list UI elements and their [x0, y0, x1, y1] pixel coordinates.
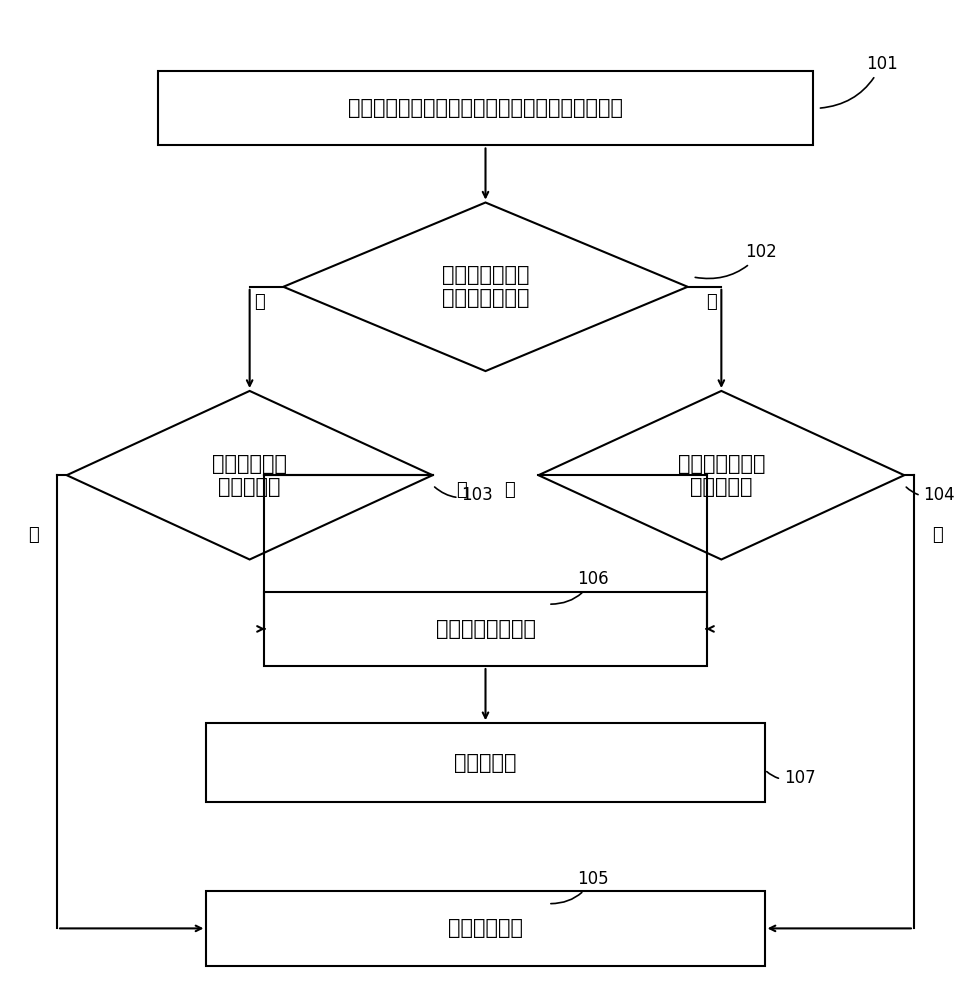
Text: 否: 否 — [27, 526, 39, 544]
Bar — [158, 71, 813, 145]
Bar — [264, 592, 707, 666]
Text: 106: 106 — [551, 570, 609, 604]
Polygon shape — [67, 391, 432, 560]
Polygon shape — [284, 202, 687, 371]
Text: 107: 107 — [767, 769, 816, 787]
Text: 102: 102 — [695, 243, 777, 279]
Text: 是: 是 — [253, 293, 265, 311]
Text: 生成序列图: 生成序列图 — [454, 753, 517, 773]
Polygon shape — [539, 391, 904, 560]
Text: 104: 104 — [906, 486, 955, 504]
Text: 否: 否 — [932, 526, 944, 544]
Text: 105: 105 — [551, 870, 609, 904]
Text: 进行人物资源
合法性判断: 进行人物资源 合法性判断 — [212, 454, 287, 497]
Text: 对资源进行重命名: 对资源进行重命名 — [436, 619, 535, 639]
Text: 103: 103 — [435, 486, 493, 504]
Text: 101: 101 — [820, 55, 897, 108]
Text: 否: 否 — [706, 293, 718, 311]
Bar — [206, 891, 765, 966]
Text: 是: 是 — [456, 481, 467, 499]
Text: 提示非法信息: 提示非法信息 — [448, 918, 523, 938]
Bar — [206, 723, 765, 802]
Text: 进行非人物资源
合法性判断: 进行非人物资源 合法性判断 — [678, 454, 765, 497]
Text: 获取待生成序列图的资源的类型及资源所在的目录: 获取待生成序列图的资源的类型及资源所在的目录 — [348, 98, 623, 118]
Text: 是: 是 — [504, 481, 515, 499]
Text: 判断资源的类型
是否为人物资源: 判断资源的类型 是否为人物资源 — [442, 265, 529, 308]
